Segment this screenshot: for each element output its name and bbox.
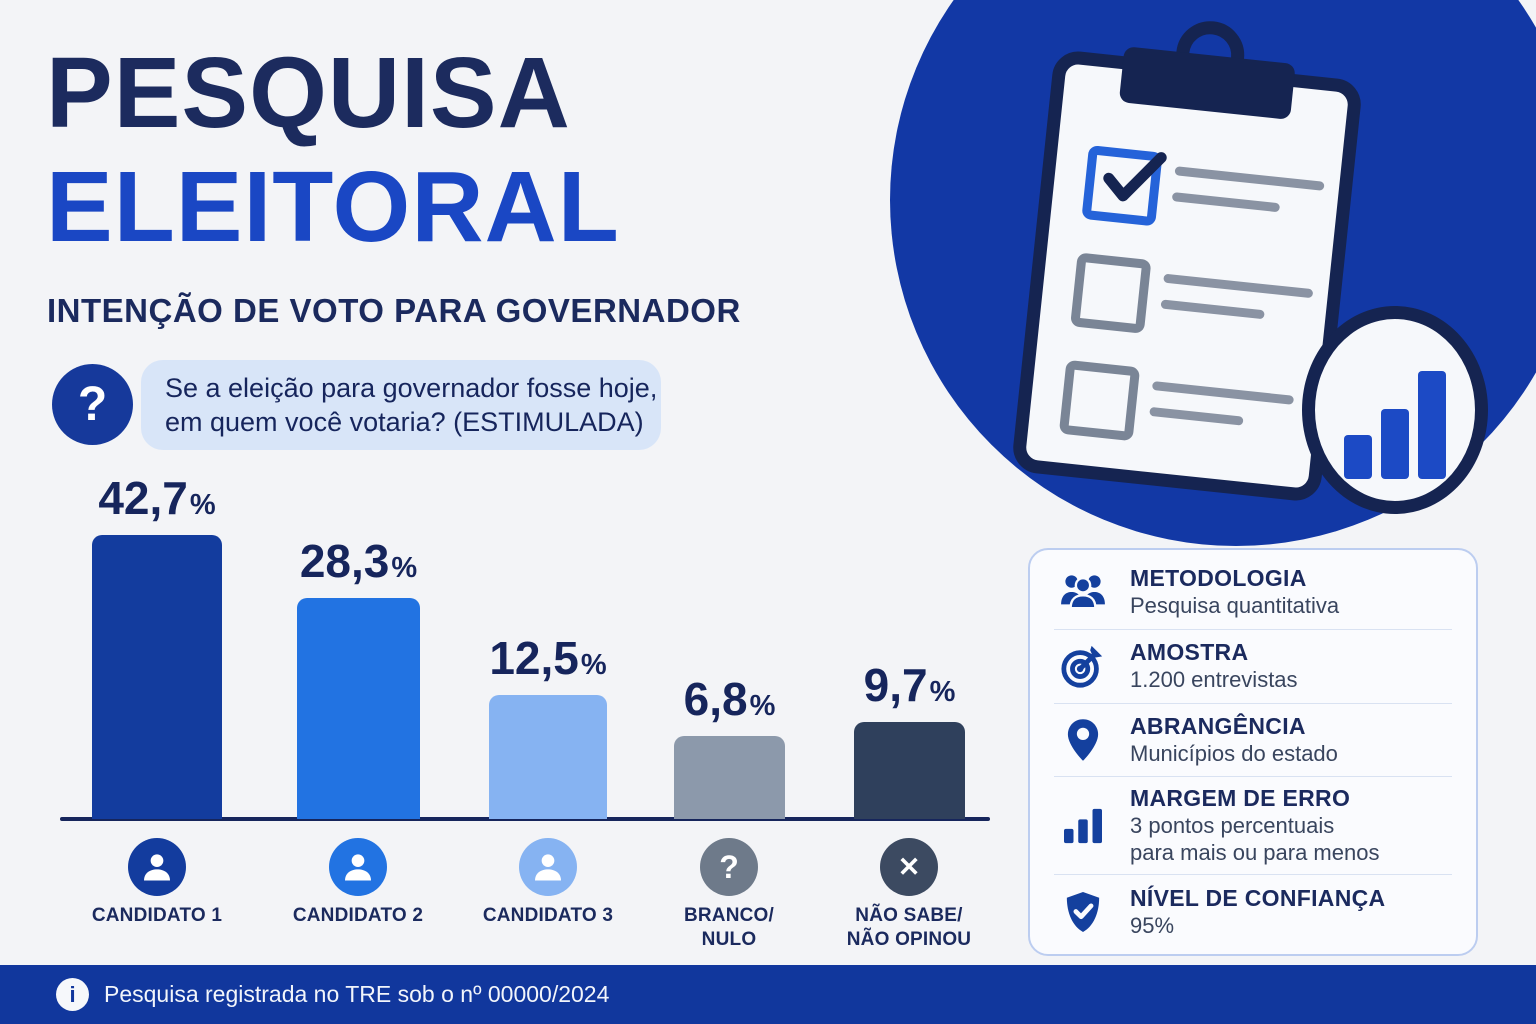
target-icon bbox=[1054, 643, 1112, 689]
mini-bar-icon bbox=[1381, 409, 1409, 479]
mini-bar-icon bbox=[1344, 435, 1372, 479]
bar-branco-nulo: 6,8 % bbox=[674, 672, 785, 819]
panel-item-label: MARGEM DE ERRO bbox=[1130, 785, 1351, 812]
panel-item-value: 3 pontos percentuais bbox=[1130, 813, 1335, 839]
category-label: CANDIDATO 1 bbox=[91, 905, 223, 926]
category-candidato-3: CANDIDATO 3 bbox=[453, 838, 643, 928]
panel-item-label: AMOSTRA bbox=[1130, 639, 1249, 666]
category-branco-nulo: ? BRANCO/ NULO bbox=[634, 838, 824, 952]
question-mark-icon: ? bbox=[52, 364, 133, 445]
panel-row-margem-de-erro: MARGEM DE ERRO 3 pontos percentuais para… bbox=[1054, 777, 1452, 876]
category-label: CANDIDATO 2 bbox=[292, 905, 424, 926]
bar bbox=[297, 598, 420, 819]
bar-value-label: 9,7 % bbox=[863, 659, 956, 711]
panel-item-label: ABRANGÊNCIA bbox=[1130, 712, 1306, 739]
x-circle-icon: ✕ bbox=[880, 838, 938, 896]
panel-item-value: 95% bbox=[1130, 912, 1175, 938]
methodology-panel: METODOLOGIA Pesquisa quantitativa AMOSTR… bbox=[1028, 548, 1478, 956]
panel-row-abrangencia: ABRANGÊNCIA Municípios do estado bbox=[1054, 704, 1452, 778]
question-icon: ? bbox=[719, 849, 739, 885]
panel-item-value: Municípios do estado bbox=[1130, 740, 1338, 766]
people-icon bbox=[1054, 572, 1112, 612]
page-title-line1: PESQUISA bbox=[46, 37, 571, 149]
bar-nao-sabe: 9,7 % bbox=[854, 658, 965, 819]
bar-candidato-3: 12,5 % bbox=[489, 631, 607, 819]
panel-item-value: Pesquisa quantitativa bbox=[1130, 593, 1340, 619]
bar bbox=[489, 695, 607, 819]
panel-row-metodologia: METODOLOGIA Pesquisa quantitativa bbox=[1054, 556, 1452, 630]
chart-axis-line bbox=[60, 817, 990, 821]
mini-bar-icon bbox=[1418, 371, 1446, 479]
footer-bar: i Pesquisa registrada no TRE sob o nº 00… bbox=[0, 965, 1536, 1024]
category-nao-sabe: ✕ NÃO SABE/ NÃO OPINOU bbox=[814, 838, 1004, 952]
shield-check-icon bbox=[1054, 890, 1112, 934]
bar bbox=[674, 736, 785, 819]
bar-candidato-2: 28,3 % bbox=[297, 534, 420, 819]
bar-chart-icon bbox=[1054, 807, 1112, 845]
question-text-line1: Se a eleição para governador fosse hoje, bbox=[165, 373, 658, 403]
person-avatar-icon bbox=[519, 838, 577, 896]
bar-value-label: 6,8 % bbox=[683, 673, 776, 725]
person-icon bbox=[138, 848, 176, 886]
checkbox-checked-icon bbox=[1081, 145, 1167, 227]
question-circle-icon: ? bbox=[700, 838, 758, 896]
category-label: CANDIDATO 3 bbox=[482, 905, 614, 926]
panel-item-value-line2: para mais ou para menos bbox=[1130, 840, 1380, 866]
bar-value-label: 42,7 % bbox=[98, 472, 216, 524]
question-bubble: Se a eleição para governador fosse hoje,… bbox=[141, 360, 661, 450]
bar-value-label: 28,3 % bbox=[299, 535, 418, 587]
bar-value-label: 12,5 % bbox=[489, 632, 607, 684]
check-mark-icon bbox=[1103, 152, 1167, 202]
category-candidato-1: CANDIDATO 1 bbox=[62, 838, 252, 928]
checkbox-empty-icon bbox=[1070, 252, 1152, 334]
category-label: BRANCO/ NULO bbox=[683, 905, 775, 950]
person-icon bbox=[529, 848, 567, 886]
panel-row-nivel-de-confianca: NÍVEL DE CONFIANÇA 95% bbox=[1054, 875, 1452, 948]
category-candidato-2: CANDIDATO 2 bbox=[263, 838, 453, 928]
bar bbox=[854, 722, 965, 819]
chart-badge-circle bbox=[1302, 306, 1488, 514]
checkbox-empty-icon bbox=[1058, 359, 1141, 442]
page-title-line2: ELEITORAL bbox=[46, 151, 620, 263]
person-icon bbox=[339, 848, 377, 886]
page-subtitle: INTENÇÃO DE VOTO PARA GOVERNADOR bbox=[47, 292, 741, 329]
bar bbox=[92, 535, 222, 819]
clipboard-illustration bbox=[1010, 17, 1364, 504]
footer-text: Pesquisa registrada no TRE sob o nº 0000… bbox=[104, 981, 610, 1007]
panel-item-value: 1.200 entrevistas bbox=[1130, 667, 1298, 693]
panel-item-label: METODOLOGIA bbox=[1130, 565, 1307, 592]
category-label: NÃO SABE/ NÃO OPINOU bbox=[846, 905, 972, 950]
map-pin-icon bbox=[1054, 717, 1112, 763]
bar-candidato-1: 42,7 % bbox=[92, 471, 222, 819]
x-icon: ✕ bbox=[897, 851, 921, 882]
person-avatar-icon bbox=[329, 838, 387, 896]
person-avatar-icon bbox=[128, 838, 186, 896]
info-icon: i bbox=[56, 978, 89, 1011]
panel-row-amostra: AMOSTRA 1.200 entrevistas bbox=[1054, 630, 1452, 704]
question-text-line2: em quem você votaria? (ESTIMULADA) bbox=[165, 407, 644, 437]
panel-item-label: NÍVEL DE CONFIANÇA bbox=[1130, 884, 1386, 911]
